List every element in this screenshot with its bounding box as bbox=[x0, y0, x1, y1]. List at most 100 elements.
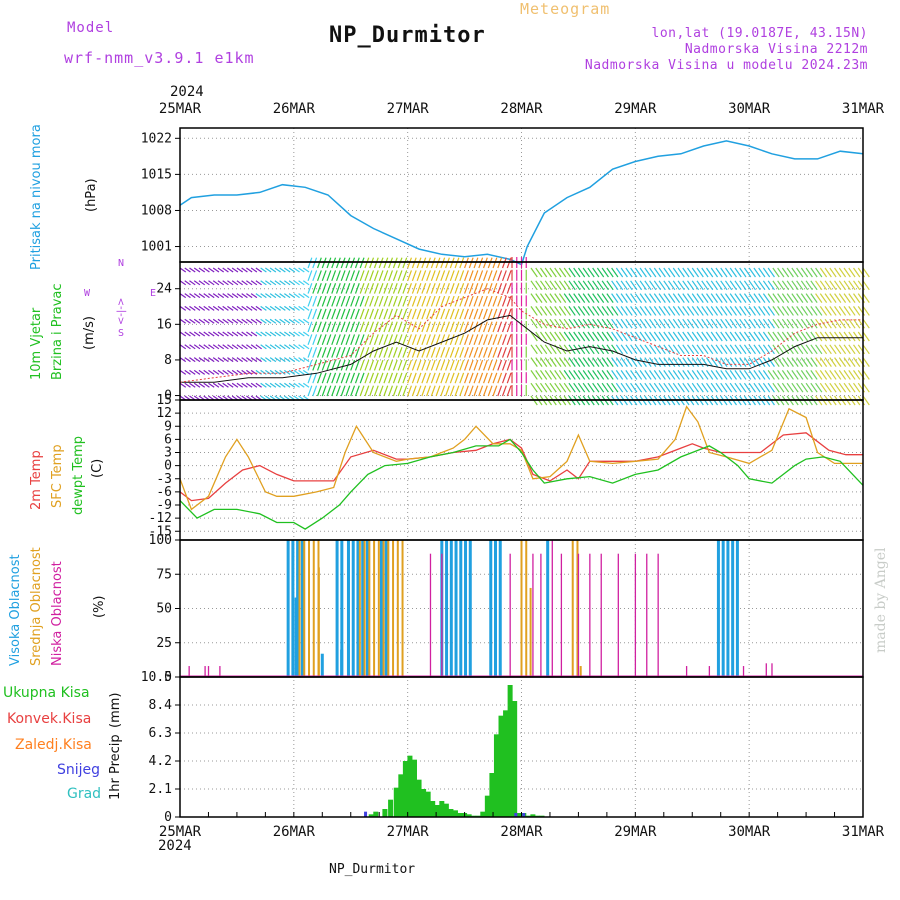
wind-barb bbox=[326, 321, 332, 333]
wind-barb bbox=[843, 357, 851, 367]
wind-barb bbox=[649, 370, 657, 380]
wind-barb bbox=[284, 318, 291, 324]
wind-barb bbox=[620, 344, 628, 355]
wind-barb bbox=[705, 318, 714, 329]
wind-barb bbox=[231, 331, 239, 337]
wind-barb bbox=[307, 308, 313, 320]
wind-barb bbox=[544, 370, 553, 380]
wind-barb bbox=[819, 331, 828, 342]
wind-barb bbox=[369, 270, 375, 282]
wind-barb bbox=[753, 382, 761, 393]
wind-barb bbox=[634, 344, 643, 355]
wind-barb bbox=[397, 321, 403, 333]
year-top: 2024 bbox=[170, 84, 204, 100]
wind-barb bbox=[402, 359, 408, 371]
wind-barb bbox=[682, 344, 690, 355]
wind-barb bbox=[279, 369, 286, 375]
wind-barb bbox=[416, 257, 422, 269]
y-tick-label: 0 bbox=[164, 459, 172, 474]
wind-barb bbox=[587, 370, 595, 380]
wind-barb bbox=[468, 372, 474, 384]
wind-barb bbox=[354, 359, 360, 371]
wind-barb bbox=[487, 270, 493, 282]
wind-barb bbox=[791, 306, 799, 316]
low-cloud-bar bbox=[600, 553, 602, 677]
wind-barb bbox=[402, 334, 408, 346]
wind-barb bbox=[734, 382, 742, 393]
wind-barb bbox=[369, 385, 375, 397]
wind-barb bbox=[729, 370, 737, 380]
wind-barb bbox=[715, 357, 723, 367]
wind-barb bbox=[862, 280, 870, 291]
wind-barb bbox=[705, 293, 714, 303]
y-tick-label: 24 bbox=[156, 282, 172, 297]
wind-barb bbox=[236, 357, 243, 363]
mid-cloud-bar bbox=[529, 587, 532, 677]
wind-barb bbox=[464, 321, 469, 333]
wind-barb bbox=[203, 280, 210, 286]
wind-barb bbox=[554, 331, 562, 342]
wind-barb bbox=[189, 280, 196, 286]
wind-barb bbox=[634, 318, 643, 329]
wind-barb bbox=[246, 280, 253, 286]
wind-barb bbox=[411, 283, 417, 294]
wind-barb bbox=[577, 267, 586, 278]
wind-barb bbox=[758, 382, 766, 393]
wind-barb bbox=[473, 347, 479, 358]
wind-barb bbox=[810, 370, 818, 380]
wind-barb bbox=[255, 318, 262, 324]
wind-barb bbox=[497, 257, 503, 269]
wind-barb bbox=[805, 280, 813, 291]
wind-barb bbox=[350, 347, 356, 358]
wind-barb bbox=[193, 318, 201, 324]
wind-barb bbox=[715, 382, 723, 393]
wind-barb bbox=[682, 280, 690, 291]
precip-bar bbox=[382, 809, 388, 817]
wind-barb bbox=[397, 372, 403, 384]
wind-barb bbox=[321, 321, 327, 333]
wind-barb bbox=[312, 257, 318, 269]
wind-barb bbox=[739, 267, 747, 278]
wind-barb bbox=[596, 344, 605, 355]
wind-barb bbox=[331, 321, 337, 333]
wind-barb bbox=[762, 344, 771, 355]
low-cloud-bar bbox=[204, 666, 206, 677]
wind-barb bbox=[592, 293, 600, 303]
y-tick-label: -12 bbox=[149, 511, 172, 526]
wind-barb bbox=[345, 372, 351, 384]
wind-barb bbox=[198, 382, 206, 388]
wind-barb bbox=[796, 318, 804, 329]
wind-barb bbox=[435, 283, 441, 294]
wind-barb bbox=[445, 385, 450, 397]
wind-barb bbox=[530, 280, 538, 291]
wind-barb bbox=[359, 359, 365, 371]
wind-barb bbox=[592, 318, 600, 329]
high-cloud-bar bbox=[489, 540, 493, 677]
wind-barb bbox=[549, 357, 557, 367]
wind-barb bbox=[359, 270, 365, 282]
wind-barb bbox=[592, 280, 600, 291]
wind-barb bbox=[260, 293, 267, 299]
year-bottom: 2024 bbox=[158, 838, 192, 854]
wind-barb bbox=[668, 357, 676, 367]
wind-barb bbox=[748, 293, 756, 303]
wind-barb bbox=[658, 382, 666, 393]
wind-barb bbox=[388, 385, 394, 397]
wind-barb bbox=[677, 331, 685, 342]
wind-barb bbox=[848, 318, 856, 329]
wind-barb bbox=[838, 331, 847, 342]
wind-barb bbox=[781, 370, 790, 380]
wind-barb bbox=[568, 382, 576, 393]
wind-barb bbox=[791, 357, 799, 367]
wind-barb bbox=[378, 347, 384, 358]
wind-barb bbox=[426, 257, 431, 269]
wind-barb bbox=[781, 382, 790, 393]
temp2m-line bbox=[179, 432, 863, 502]
high-cloud-bar bbox=[498, 540, 502, 677]
wind-barb bbox=[402, 283, 408, 294]
wind-barb bbox=[279, 280, 286, 286]
high-cloud-bar bbox=[468, 540, 472, 677]
wind-barb bbox=[582, 344, 590, 355]
wind-barb bbox=[274, 357, 281, 363]
wind-barb bbox=[274, 305, 281, 311]
